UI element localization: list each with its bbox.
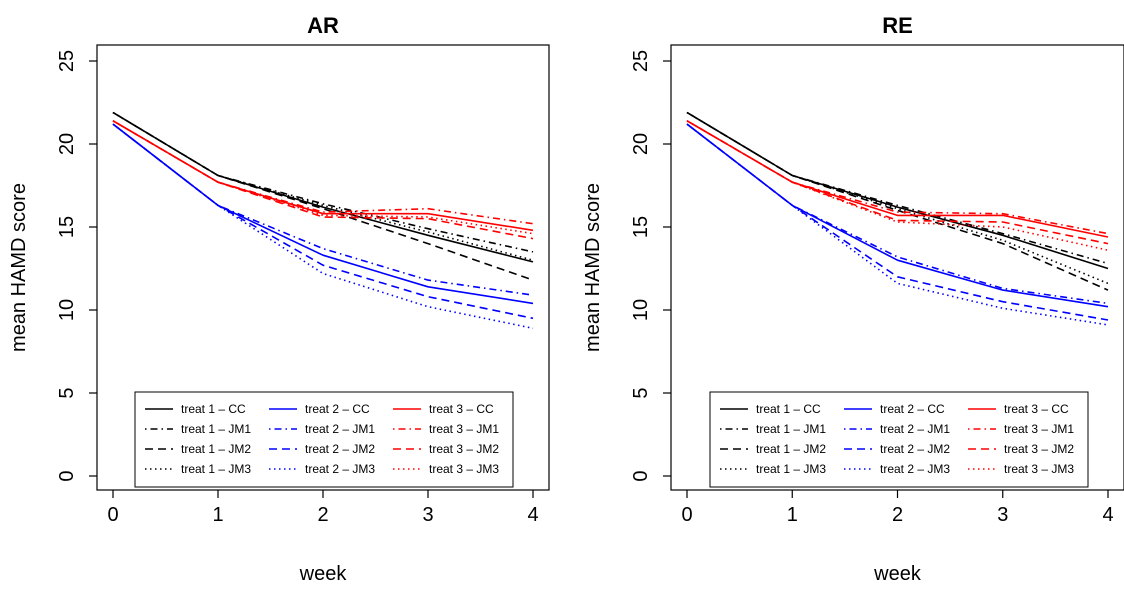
chart-panel-re: RE 0 1 2 3 4 week 0 5 10 15 20 25 mean HAMD score trea… [582, 13, 1124, 585]
chart-title: RE [882, 13, 913, 38]
x-tick-label: 1 [212, 504, 223, 526]
x-tick-label: 0 [681, 504, 692, 526]
x-tick-label: 4 [1102, 504, 1113, 526]
x-axis-label: week [873, 563, 922, 585]
series-line-2 [112, 111, 534, 253]
y-tick-label: 20 [56, 133, 78, 155]
series-line-1 [686, 111, 1109, 270]
legend-label: treat 2 – JM2 [305, 442, 375, 456]
legend-label: treat 1 – CC [756, 402, 821, 416]
series-line-10 [686, 120, 1109, 235]
legend-label: treat 2 – CC [305, 402, 370, 416]
series-line-7 [112, 123, 534, 320]
legend: treat 1 – CC treat 1 – JM1 treat 1 – JM2 tr… [709, 391, 1089, 488]
x-tick-label: 3 [997, 504, 1008, 526]
legend-label: treat 1 – JM3 [756, 462, 826, 476]
y-tick-label: 0 [56, 470, 78, 481]
series-line-3 [112, 111, 534, 281]
legend-label: treat 2 – JM2 [880, 442, 950, 456]
y-axis-label: mean HAMD score [8, 183, 30, 352]
legend: treat 1 – CC treat 1 – JM1 treat 1 – JM2 tr… [134, 391, 514, 488]
series-line-1 [112, 111, 534, 263]
y-tick-label: 0 [630, 470, 652, 481]
series-line-11 [686, 120, 1109, 245]
series-line-12 [112, 120, 534, 235]
y-axis-label: mean HAMD score [582, 183, 604, 352]
x-tick-label: 4 [527, 504, 538, 526]
legend-label: treat 3 – CC [429, 402, 494, 416]
series-line-10 [112, 120, 534, 225]
legend-label: treat 2 – JM1 [880, 422, 950, 436]
x-tick-label: 0 [107, 504, 118, 526]
y-tick-label: 10 [630, 299, 652, 321]
x-tick-label: 3 [422, 504, 433, 526]
series-line-3 [686, 111, 1109, 291]
legend-label: treat 3 – JM3 [1004, 462, 1074, 476]
y-tick-label: 25 [630, 50, 652, 72]
legend-label: treat 3 – JM2 [1004, 442, 1074, 456]
series-line-9 [112, 120, 534, 232]
x-tick-label: 1 [787, 504, 798, 526]
legend-box [134, 391, 514, 488]
legend-label: treat 3 – JM2 [429, 442, 499, 456]
y-tick-label: 20 [630, 133, 652, 155]
legend-label: treat 1 – JM1 [756, 422, 826, 436]
legend-label: treat 1 – JM1 [181, 422, 251, 436]
y-tick-label: 15 [56, 216, 78, 238]
legend-label: treat 1 – JM2 [181, 442, 251, 456]
legend-label: treat 3 – JM1 [1004, 422, 1074, 436]
legend-label: treat 2 – JM3 [305, 462, 375, 476]
series-line-9 [686, 120, 1109, 238]
series-line-4 [686, 111, 1109, 285]
series-line-12 [686, 120, 1109, 251]
y-tick-label: 5 [56, 387, 78, 398]
legend-label: treat 2 – JM1 [305, 422, 375, 436]
legend-label: treat 2 – JM3 [880, 462, 950, 476]
legend-label: treat 3 – JM1 [429, 422, 499, 436]
series-line-7 [686, 123, 1109, 321]
y-tick-label: 25 [56, 50, 78, 72]
x-tick-label: 2 [317, 504, 328, 526]
legend-label: treat 3 – CC [1004, 402, 1069, 416]
x-axis-label: week [299, 563, 348, 585]
series-line-2 [686, 111, 1109, 265]
legend-label: treat 3 – JM3 [429, 462, 499, 476]
y-tick-label: 15 [630, 216, 652, 238]
legend-label: treat 1 – CC [181, 402, 246, 416]
series-line-6 [112, 123, 534, 296]
series-line-6 [686, 123, 1109, 305]
y-tick-label: 10 [56, 299, 78, 321]
legend-box [709, 391, 1089, 488]
series-line-4 [112, 111, 534, 261]
chart-panel-ar: AR 0 1 2 3 4 week 0 5 10 15 20 25 mean HAMD score trea… [8, 13, 550, 585]
legend-label: treat 2 – CC [880, 402, 945, 416]
legend-label: treat 1 – JM3 [181, 462, 251, 476]
legend-label: treat 1 – JM2 [756, 442, 826, 456]
y-tick-label: 5 [630, 387, 652, 398]
x-tick-label: 2 [892, 504, 903, 526]
chart-title: AR [307, 13, 339, 38]
